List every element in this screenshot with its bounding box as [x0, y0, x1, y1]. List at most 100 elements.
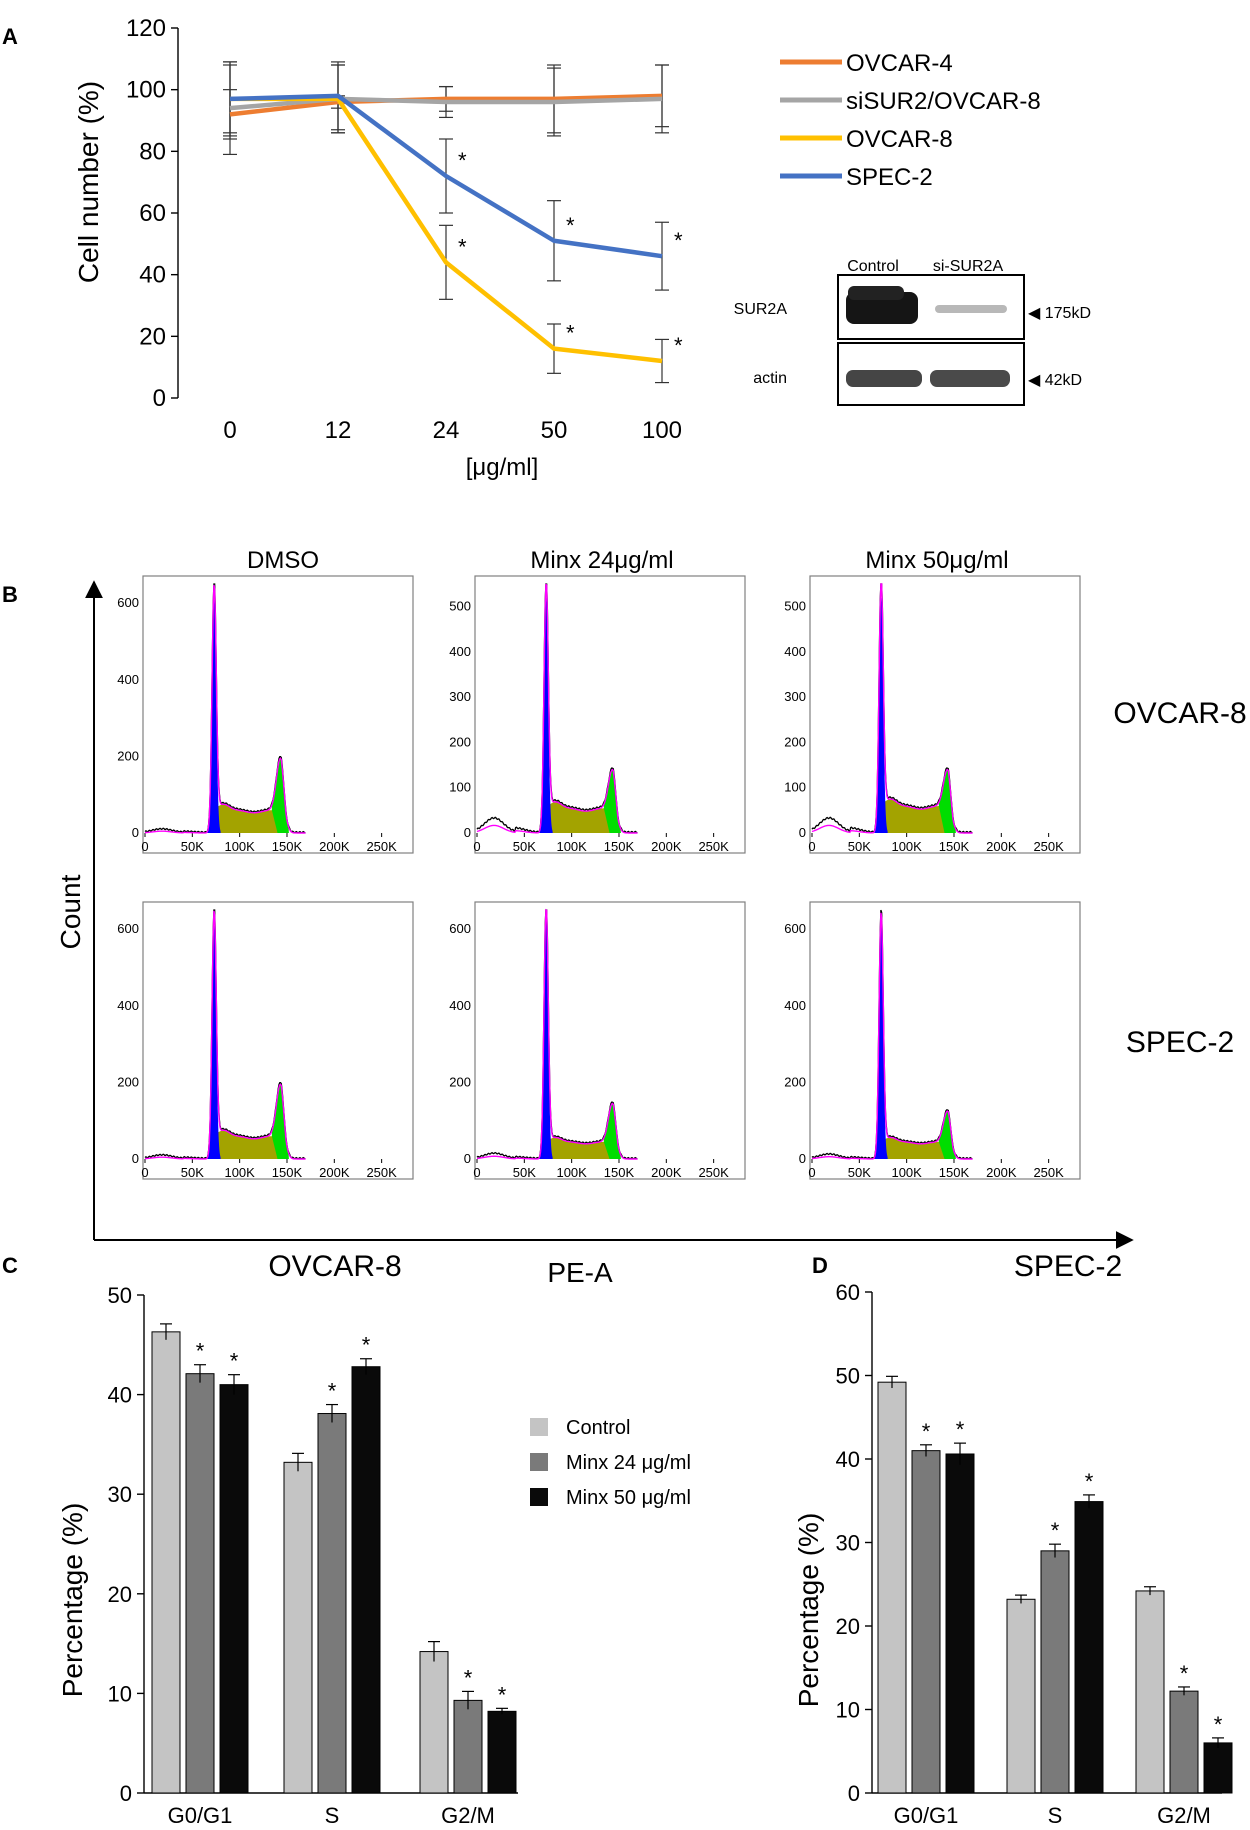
- y-tick-label-80: 80: [139, 138, 166, 165]
- y-tick-label-ovcar-8-0: 0: [120, 1781, 132, 1806]
- x-tick-label-0: 0: [223, 417, 236, 444]
- phase-g2-area-ovcar-8-minx-50-g-ml: [938, 769, 956, 833]
- bar-ovcar-8-g0-g1-minx-50-g-ml: [219, 1384, 249, 1794]
- y-tick-label-ovcar-8-10: 10: [108, 1681, 132, 1706]
- histogram-data-curve-spec-2-minx-24-g-ml: [476, 909, 638, 1160]
- bar-chart-title-spec-2: SPEC-2: [1014, 1250, 1122, 1283]
- y-tick-label-120: 120: [126, 15, 166, 42]
- x-tick-label-ovcar-8-minx-24-g-ml-1: 50K: [513, 839, 536, 854]
- y-tick-label-ovcar-8-minx-50-g-ml-1: 100: [784, 780, 806, 795]
- blot-lane-label-control: Control: [847, 258, 899, 275]
- panel-label-d: D: [812, 1253, 828, 1278]
- column-header-dmso: DMSO: [247, 547, 319, 574]
- flow-cytometry-grid: Count PE-A DMSO Minx 24μg/ml Minx 50μg/ml O…: [55, 547, 1247, 1288]
- significance-star-spec-2-g0-g1-minx-50-g-ml: *: [956, 1417, 965, 1442]
- significance-star-spec-2-2: *: [458, 148, 467, 173]
- phase-s-area-spec-2-minx-24-g-ml: [542, 1137, 619, 1159]
- x-tick-label-spec-2-minx-50-g-ml-3: 150K: [939, 1165, 970, 1180]
- x-tick-label-ovcar-8-dmso-0: 0: [141, 839, 148, 854]
- x-tick-label-spec-2-minx-50-g-ml-4: 200K: [986, 1165, 1017, 1180]
- bar-ovcar-8-s-minx-24-g-ml: [317, 1413, 347, 1794]
- significance-star-ovcar-8-g0-g1-minx-24-g-ml: *: [196, 1339, 205, 1364]
- y-tick-label-ovcar-8-minx-50-g-ml-2: 200: [784, 734, 806, 749]
- y-tick-label-ovcar-8-minx-50-g-ml-5: 500: [784, 599, 806, 614]
- bar-spec-2-s-minx-24-g-ml: [1040, 1550, 1070, 1794]
- x-tick-label-spec-2-dmso-3: 150K: [272, 1165, 303, 1180]
- blot-band-sur2a-control-upper: [848, 286, 904, 300]
- histogram-data-curve-ovcar-8-minx-50-g-ml: [811, 583, 973, 834]
- phase-s-area-spec-2-dmso: [210, 1130, 287, 1159]
- x-tick-label-ovcar-8-minx-24-g-ml-4: 200K: [651, 839, 682, 854]
- phase-s-area-ovcar-8-minx-24-g-ml: [542, 801, 619, 833]
- x-tick-label-ovcar-8-minx-50-g-ml-1: 50K: [848, 839, 871, 854]
- x-tick-label-spec-2-minx-24-g-ml-1: 50K: [513, 1165, 536, 1180]
- phase-g2-area-ovcar-8-dmso: [271, 758, 289, 833]
- significance-star-ovcar-8-g0-g1-minx-50-g-ml: *: [230, 1349, 239, 1374]
- column-header-minx-50-g-ml: Minx 50μg/ml: [865, 547, 1008, 574]
- y-tick-label-spec-2-minx-24-g-ml-0: 0: [464, 1151, 471, 1166]
- bar-chart-ylabel-ovcar-8: Percentage (%): [57, 1503, 88, 1698]
- y-tick-label-spec-2-30: 30: [836, 1531, 860, 1556]
- blot-marker-42kd: ◀ 42kD: [1028, 372, 1082, 389]
- x-tick-label-ovcar-8-minx-24-g-ml-3: 150K: [604, 839, 635, 854]
- x-tick-label-ovcar-8-minx-50-g-ml-2: 100K: [891, 839, 922, 854]
- blot-band-sur2a-knockdown: [935, 305, 1007, 313]
- x-tick-label-spec-2-s: S: [1048, 1803, 1063, 1828]
- x-tick-label-spec-2-minx-24-g-ml-3: 150K: [604, 1165, 635, 1180]
- x-tick-label-ovcar-8-g0-g1: G0/G1: [168, 1803, 233, 1828]
- x-tick-label-ovcar-8-dmso-2: 100K: [224, 839, 255, 854]
- y-tick-label-ovcar-8-minx-24-g-ml-4: 400: [449, 644, 471, 659]
- x-tick-label-spec-2-dmso-5: 250K: [366, 1165, 397, 1180]
- y-tick-label-spec-2-dmso-2: 400: [117, 998, 139, 1013]
- y-tick-label-ovcar-8-minx-24-g-ml-1: 100: [449, 780, 471, 795]
- bar-ovcar-8-g2-m-minx-24-g-ml: [453, 1699, 483, 1794]
- bar-spec-2-g0-g1-minx-50-g-ml: [945, 1453, 975, 1794]
- y-tick-label-ovcar-8-dmso-0: 0: [132, 825, 139, 840]
- y-tick-label-20: 20: [139, 323, 166, 350]
- y-tick-label-spec-2-minx-50-g-ml-1: 200: [784, 1074, 806, 1089]
- y-tick-label-spec-2-minx-24-g-ml-2: 400: [449, 998, 471, 1013]
- y-tick-label-ovcar-8-50: 50: [108, 1283, 132, 1308]
- significance-star-spec-2-s-minx-24-g-ml: *: [1051, 1518, 1060, 1543]
- histogram-fit-curve-spec-2-minx-50-g-ml: [811, 912, 973, 1160]
- significance-star-ovcar-8-g2-m-minx-24-g-ml: *: [464, 1665, 473, 1690]
- y-tick-label-ovcar-8-minx-24-g-ml-2: 200: [449, 734, 471, 749]
- legend-cell-cycle: Control Minx 24 μg/ml Minx 50 μg/ml: [530, 1417, 691, 1509]
- y-tick-label-spec-2-0: 0: [848, 1781, 860, 1806]
- bar-chart-title-ovcar-8: OVCAR-8: [268, 1250, 401, 1283]
- y-tick-label-ovcar-8-dmso-2: 400: [117, 672, 139, 687]
- x-tick-label-spec-2-minx-24-g-ml-5: 250K: [698, 1165, 729, 1180]
- y-tick-label-spec-2-minx-50-g-ml-0: 0: [799, 1151, 806, 1166]
- phase-g2-area-spec-2-dmso: [271, 1084, 289, 1159]
- legend-label-ovcar-8: OVCAR-8: [846, 126, 953, 153]
- x-tick-label-spec-2-g2-m: G2/M: [1157, 1803, 1211, 1828]
- bar-chart-ylabel-spec-2: Percentage (%): [793, 1513, 824, 1708]
- y-tick-label-spec-2-50: 50: [836, 1364, 860, 1389]
- blot-marker-175kd: ◀ 175kD: [1028, 305, 1091, 322]
- significance-star-ovcar-8-g2-m-minx-50-g-ml: *: [498, 1682, 507, 1707]
- y-tick-label-ovcar-8-minx-24-g-ml-3: 300: [449, 689, 471, 704]
- x-axis-label: [μg/ml]: [466, 454, 539, 481]
- y-tick-label-spec-2-10: 10: [836, 1698, 860, 1723]
- x-tick-label-ovcar-8-g2-m: G2/M: [441, 1803, 495, 1828]
- phase-g2-area-spec-2-minx-50-g-ml: [938, 1111, 956, 1159]
- bar-ovcar-8-g2-m-minx-50-g-ml: [487, 1710, 517, 1794]
- x-tick-label-ovcar-8-minx-24-g-ml-5: 250K: [698, 839, 729, 854]
- significance-star-ovcar-8-3: *: [566, 321, 575, 346]
- bar-ovcar-8-s-control: [283, 1461, 313, 1794]
- bar-spec-2-g2-m-minx-50-g-ml: [1203, 1742, 1233, 1794]
- y-tick-label-ovcar-8-minx-24-g-ml-5: 500: [449, 599, 471, 614]
- y-tick-label-spec-2-minx-50-g-ml-2: 400: [784, 998, 806, 1013]
- x-tick-label-spec-2-minx-50-g-ml-2: 100K: [891, 1165, 922, 1180]
- bar-ovcar-8-g2-m-control: [419, 1651, 449, 1794]
- y-tick-label-spec-2-dmso-3: 600: [117, 921, 139, 936]
- x-tick-label-100: 100: [642, 417, 682, 444]
- x-tick-label-spec-2-dmso-4: 200K: [319, 1165, 350, 1180]
- bar-spec-2-g0-g1-control: [877, 1381, 907, 1794]
- legend-label-control: Control: [566, 1417, 630, 1439]
- significance-star-spec-2-g0-g1-minx-24-g-ml: *: [922, 1419, 931, 1444]
- x-tick-label-spec-2-minx-24-g-ml-4: 200K: [651, 1165, 682, 1180]
- x-tick-label-spec-2-minx-50-g-ml-0: 0: [808, 1165, 815, 1180]
- column-header-minx-24-g-ml: Minx 24μg/ml: [530, 547, 673, 574]
- bar-ovcar-8-g0-g1-control: [151, 1331, 181, 1794]
